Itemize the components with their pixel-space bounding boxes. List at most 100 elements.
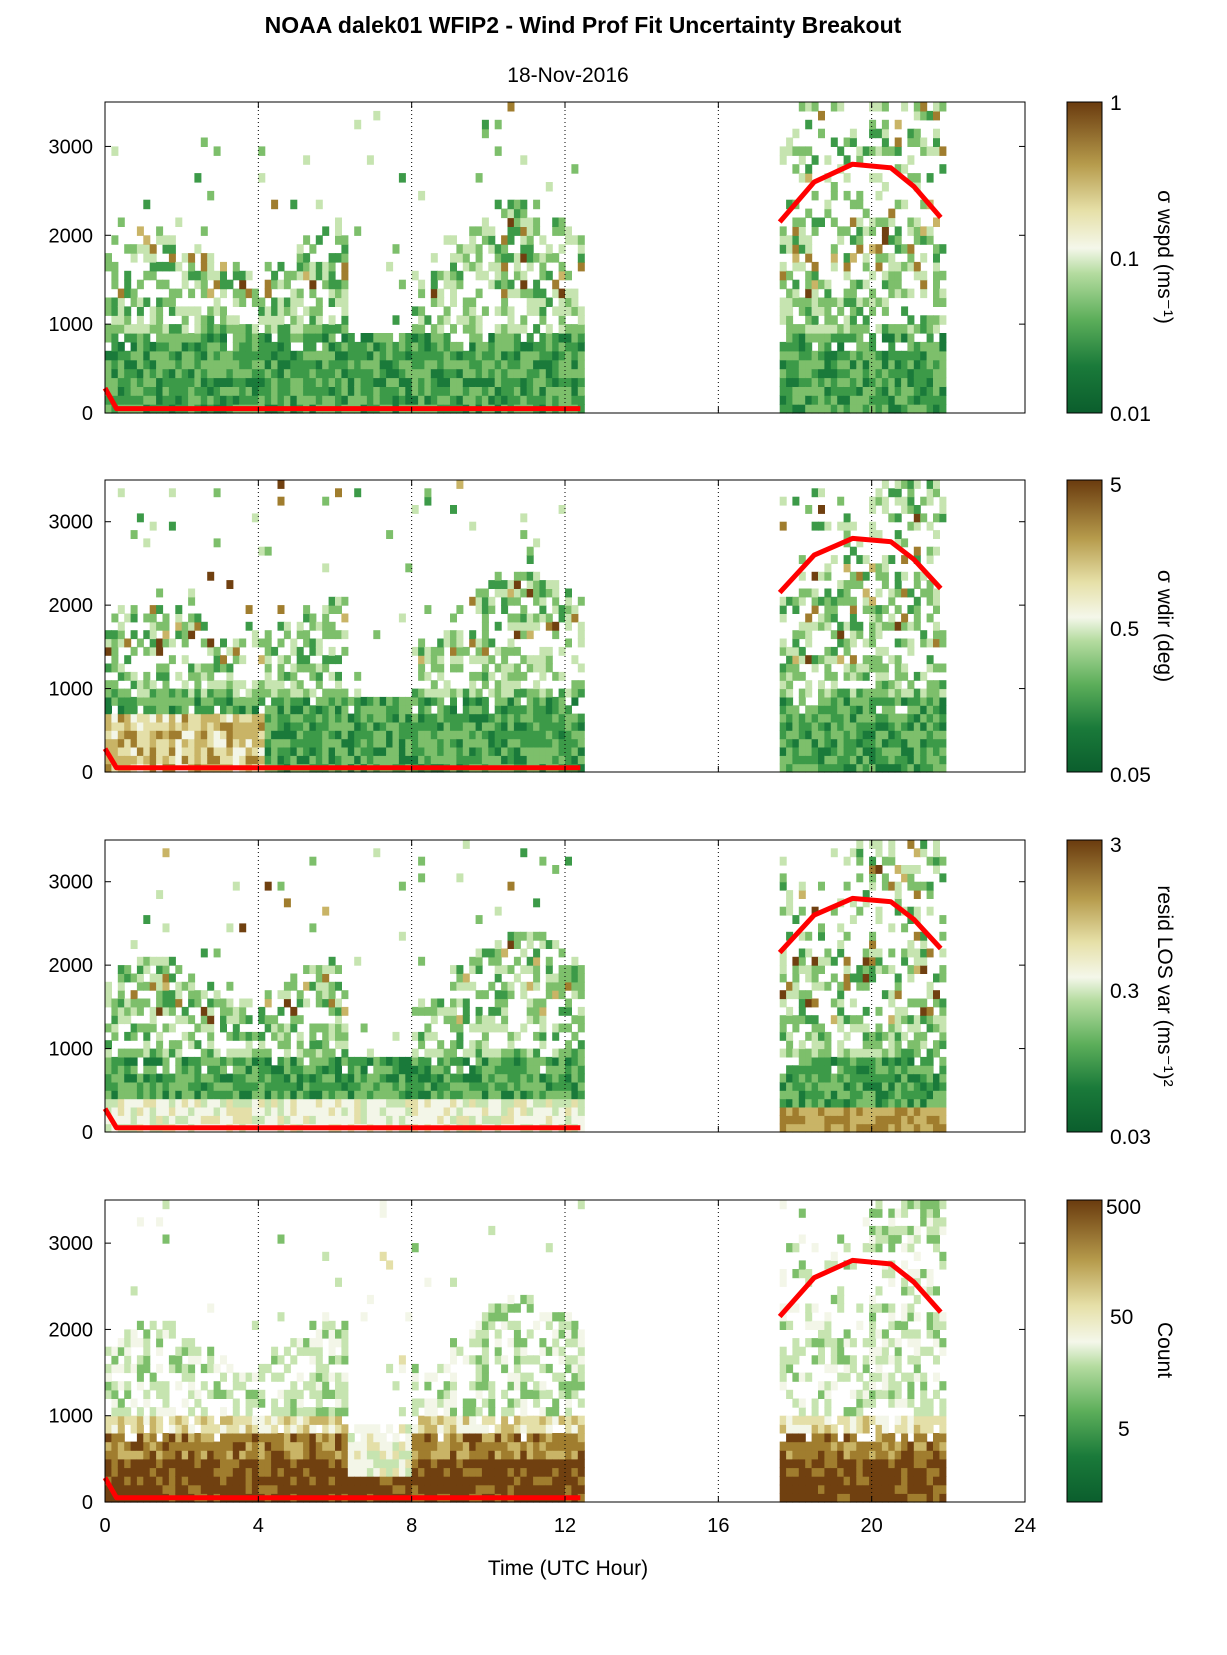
heatmap-cell — [475, 261, 483, 272]
heatmap-cell — [136, 688, 144, 698]
heatmap-cell — [430, 1107, 438, 1116]
heatmap-cell — [322, 738, 330, 748]
heatmap-cell — [875, 488, 883, 498]
heatmap-cell — [933, 763, 940, 773]
heatmap-cell — [277, 705, 285, 715]
heatmap-cell — [162, 713, 170, 723]
heatmap-cell — [565, 306, 572, 316]
heatmap-cell — [213, 998, 221, 1008]
heatmap-cell — [913, 1031, 921, 1041]
heatmap-cell — [811, 261, 819, 272]
heatmap-cell — [875, 1098, 883, 1108]
heatmap-cell — [354, 721, 362, 731]
heatmap-cell — [849, 848, 857, 858]
heatmap-cell — [811, 102, 819, 112]
heatmap-cell — [494, 646, 502, 656]
heatmap-cell — [933, 663, 940, 673]
heatmap-cell — [830, 738, 838, 748]
heatmap-cell — [539, 253, 547, 263]
heatmap-cell — [450, 738, 457, 748]
heatmap-cell — [545, 368, 553, 379]
heatmap-cell — [456, 663, 464, 673]
heatmap-cell — [328, 1073, 336, 1083]
heatmap-cell — [507, 341, 515, 352]
heatmap-cell — [111, 730, 119, 740]
heatmap-cell — [907, 973, 915, 983]
heatmap-cell — [264, 359, 272, 370]
heatmap-cell — [437, 646, 445, 656]
heatmap-cell — [824, 377, 832, 387]
heatmap-cell — [341, 288, 349, 299]
heatmap-cell — [558, 1081, 566, 1091]
heatmap-cell — [226, 671, 234, 681]
heatmap-cell — [824, 1048, 832, 1058]
heatmap-cell — [913, 128, 921, 139]
heatmap-cell — [539, 705, 547, 715]
heatmap-cell — [188, 1090, 196, 1100]
heatmap-cell — [545, 956, 553, 966]
heatmap-cell — [901, 923, 909, 933]
heatmap-cell — [143, 1073, 151, 1083]
heatmap-cell — [347, 395, 355, 405]
heatmap-cell — [124, 244, 132, 254]
heatmap-cell — [939, 350, 947, 361]
heatmap-cell — [824, 1073, 832, 1083]
heatmap-cell — [571, 1098, 579, 1108]
heatmap-cell — [939, 270, 947, 281]
colorbar-wdir — [1066, 479, 1103, 773]
heatmap-cell — [526, 1090, 534, 1100]
heatmap-cell — [507, 1107, 515, 1116]
heatmap-cell — [450, 638, 457, 648]
heatmap-cell — [168, 990, 176, 1000]
heatmap-cell — [424, 705, 432, 715]
heatmap-cell — [907, 404, 915, 414]
heatmap-cell — [818, 1107, 825, 1116]
heatmap-cell — [926, 948, 934, 958]
heatmap-cell — [501, 730, 509, 740]
heatmap-cell — [818, 613, 825, 623]
heatmap-cell — [251, 1107, 259, 1116]
heatmap-cell — [296, 738, 304, 748]
heatmap-cell — [411, 738, 419, 748]
heatmap-cell — [786, 297, 794, 307]
heatmap-cell — [430, 738, 438, 748]
heatmap-cell — [907, 906, 915, 916]
heatmap-cell — [303, 377, 311, 387]
heatmap-cell — [811, 1090, 819, 1100]
heatmap-cell — [181, 655, 189, 665]
heatmap-cell — [130, 1115, 138, 1125]
heatmap-cell — [939, 513, 947, 523]
heatmap-cell — [130, 368, 138, 379]
heatmap-cell — [168, 395, 176, 405]
heatmap-cell — [520, 1048, 528, 1058]
heatmap-cell — [533, 688, 541, 698]
heatmap-cell — [354, 1056, 362, 1066]
heatmap-cell — [105, 377, 112, 387]
heatmap-cell — [271, 1098, 279, 1108]
heatmap-cell — [894, 1123, 902, 1133]
heatmap-cell — [315, 621, 323, 631]
heatmap-cell — [818, 1048, 825, 1058]
heatmap-cell — [862, 386, 870, 396]
heatmap-cell — [296, 646, 304, 656]
heatmap-cell — [843, 270, 851, 281]
heatmap-cell — [849, 571, 857, 581]
heatmap-cell — [373, 359, 381, 370]
heatmap-cell — [181, 713, 189, 723]
heatmap-cell — [849, 253, 857, 263]
heatmap-cell — [143, 730, 151, 740]
heatmap-cell — [913, 965, 921, 974]
heatmap-cell — [792, 973, 800, 983]
heatmap-cell — [481, 705, 489, 715]
heatmap-cell — [818, 1056, 825, 1066]
heatmap-cell — [143, 915, 151, 924]
heatmap-cell — [136, 359, 144, 370]
heatmap-cell — [418, 646, 426, 656]
heatmap-cell — [296, 1065, 304, 1075]
heatmap-cell — [220, 738, 227, 748]
heatmap-cell — [558, 288, 566, 299]
heatmap-cell — [856, 386, 864, 396]
heatmap-cell — [888, 990, 896, 1000]
heatmap-cell — [939, 1123, 947, 1133]
heatmap-cell — [200, 747, 208, 756]
